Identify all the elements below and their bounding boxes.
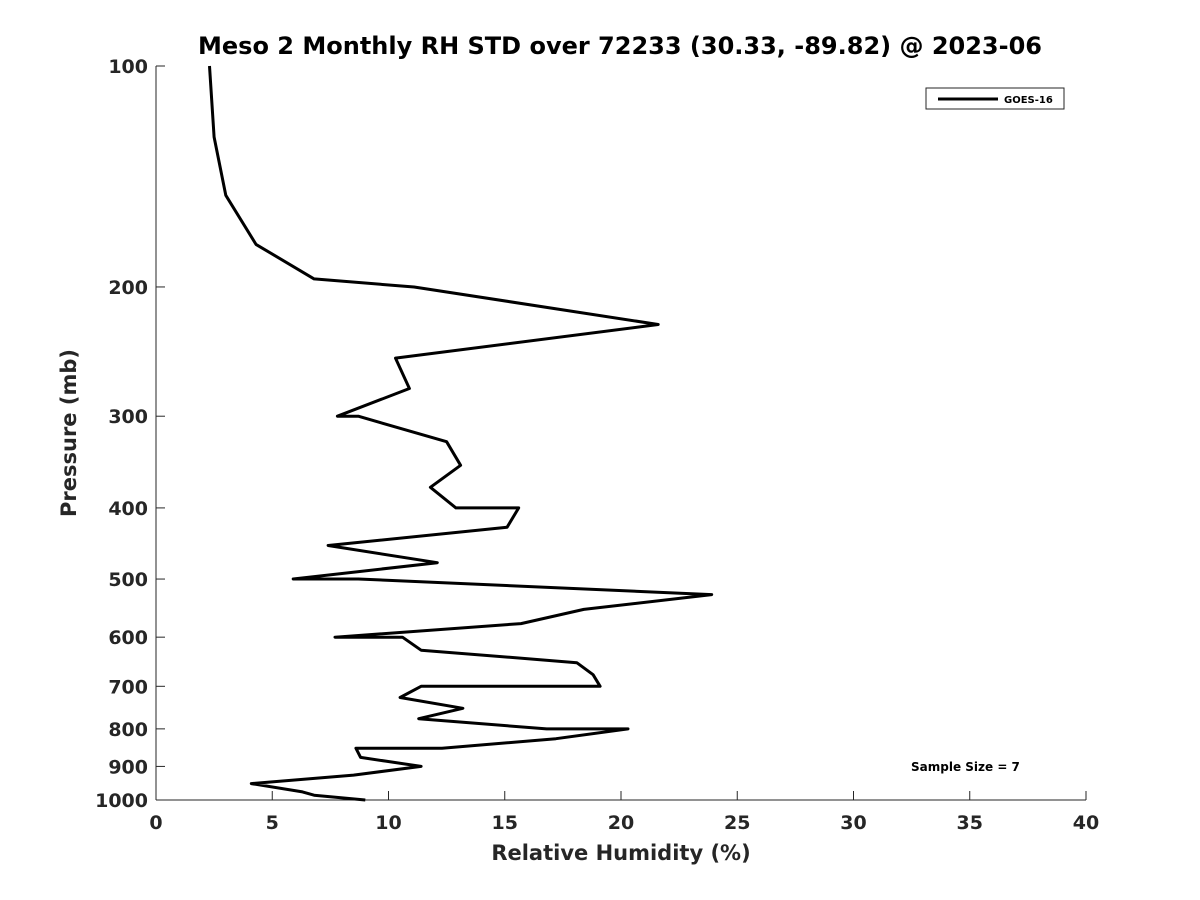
y-axis-label: Pressure (mb) <box>57 349 81 517</box>
x-tick-label: 25 <box>724 812 750 834</box>
x-axis-label: Relative Humidity (%) <box>491 841 750 865</box>
x-axis-ticks: 0 5 10 15 20 25 30 35 40 <box>149 791 1099 834</box>
y-axis-ticks: 100 200 300 400 500 600 700 800 900 1000 <box>95 56 165 812</box>
plot-area: 0 5 10 15 20 25 30 35 40 100 200 300 400 500 600 700 80… <box>95 56 1099 834</box>
legend: GOES-16 <box>925 87 1065 110</box>
y-tick-label: 1000 <box>95 790 148 812</box>
y-tick-label: 500 <box>108 569 148 591</box>
x-tick-label: 20 <box>608 812 634 834</box>
x-tick-label: 5 <box>266 812 279 834</box>
y-tick-label: 400 <box>108 498 148 520</box>
series-line-goes16 <box>208 65 714 802</box>
x-tick-label: 30 <box>840 812 866 834</box>
y-tick-label: 700 <box>108 676 148 698</box>
y-tick-label: 300 <box>108 406 148 428</box>
x-tick-label: 0 <box>149 812 162 834</box>
x-tick-label: 15 <box>492 812 518 834</box>
y-tick-label: 800 <box>108 719 148 741</box>
y-tick-label: 100 <box>108 56 148 78</box>
x-tick-label: 10 <box>375 812 401 834</box>
legend-label-goes16: GOES-16 <box>1004 95 1053 106</box>
y-tick-label: 600 <box>108 627 148 649</box>
x-tick-label: 35 <box>957 812 983 834</box>
chart-title: Meso 2 Monthly RH STD over 72233 (30.33,… <box>198 32 1042 60</box>
sample-size-annotation: Sample Size = 7 <box>911 760 1020 774</box>
y-tick-label: 200 <box>108 277 148 299</box>
y-tick-label: 900 <box>108 756 148 778</box>
x-tick-label: 40 <box>1073 812 1099 834</box>
